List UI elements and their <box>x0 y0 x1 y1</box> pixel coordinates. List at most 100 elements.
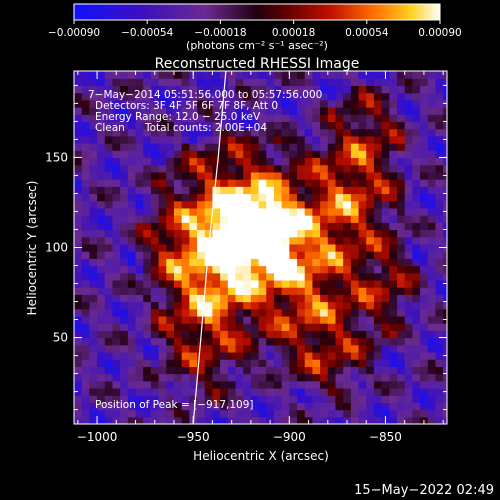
heatmap-cell <box>435 380 444 389</box>
heatmap-cell <box>250 337 260 346</box>
heatmap-cell <box>150 265 160 274</box>
heatmap-cell <box>143 236 152 245</box>
heatmap-cell <box>135 395 144 403</box>
heatmap-cell <box>235 265 244 274</box>
heatmap-cell <box>135 323 144 331</box>
heatmap-cell <box>397 186 406 195</box>
heatmap-cell <box>212 128 221 137</box>
heatmap-cell <box>435 409 444 418</box>
heatmap-cell <box>158 229 167 238</box>
heatmap-cell <box>189 294 198 303</box>
heatmap-cell <box>420 186 429 195</box>
heatmap-cell <box>327 351 337 360</box>
heatmap-cell <box>120 157 129 166</box>
heatmap-cell <box>373 92 383 101</box>
heatmap-cell <box>104 78 114 87</box>
heatmap-cell <box>243 135 252 144</box>
heatmap-cell <box>258 366 267 375</box>
heatmap-cell <box>335 416 344 424</box>
heatmap-cell <box>366 373 375 382</box>
heatmap-cell <box>381 92 390 101</box>
heatmap-cell <box>81 99 90 108</box>
heatmap-cell <box>350 179 360 187</box>
heatmap-cell <box>143 251 152 259</box>
heatmap-cell <box>74 330 83 339</box>
heatmap-cell <box>227 121 237 130</box>
heatmap-cell <box>181 416 190 424</box>
heatmap-cell <box>412 387 421 396</box>
heatmap-cell <box>258 387 267 396</box>
heatmap-cell <box>112 366 121 375</box>
heatmap-cell <box>420 359 429 367</box>
heatmap-cell <box>327 243 337 252</box>
heatmap-cell <box>373 387 383 396</box>
heatmap-cell <box>189 351 198 360</box>
heatmap-cell <box>104 315 114 324</box>
heatmap-cell <box>389 265 398 274</box>
heatmap-cell <box>189 99 198 108</box>
heatmap-cell <box>366 193 375 202</box>
heatmap-cell <box>166 366 175 375</box>
heatmap-cell <box>112 287 121 295</box>
heatmap-cell <box>166 387 175 396</box>
heatmap-cell <box>389 128 398 137</box>
heatmap-cell <box>97 157 106 166</box>
heatmap-cell <box>335 387 344 396</box>
heatmap-cell <box>127 402 137 411</box>
heatmap-cell <box>373 402 383 411</box>
heatmap-cell <box>350 236 360 245</box>
heatmap-cell <box>204 92 214 101</box>
heatmap-cell <box>404 143 413 151</box>
heatmap-cell <box>143 366 152 375</box>
heatmap-cell <box>89 323 98 331</box>
heatmap-cell <box>220 164 229 173</box>
heatmap-cell <box>412 121 421 130</box>
heatmap-cell <box>220 193 229 202</box>
heatmap-cell <box>189 143 198 151</box>
heatmap-cell <box>89 409 98 418</box>
heatmap-cell <box>320 243 329 252</box>
heatmap-cell <box>404 330 413 339</box>
heatmap-cell <box>143 323 152 331</box>
heatmap-cell <box>335 85 344 94</box>
heatmap-cell <box>373 71 383 79</box>
heatmap-cell <box>320 164 329 173</box>
heatmap-cell <box>158 222 167 231</box>
heatmap-cell <box>97 301 106 310</box>
heatmap-cell <box>412 416 421 424</box>
heatmap-cell <box>212 121 221 130</box>
heatmap-cell <box>104 380 114 389</box>
heatmap-cell <box>397 229 406 238</box>
heatmap-cell <box>81 287 90 295</box>
heatmap-cell <box>397 92 406 101</box>
heatmap-cell <box>373 366 383 375</box>
heatmap-cell <box>89 135 98 144</box>
heatmap-cell <box>235 279 244 288</box>
heatmap-cell <box>197 251 206 259</box>
heatmap-cell <box>204 366 214 375</box>
heatmap-cell <box>158 287 167 295</box>
heatmap-cell <box>150 171 160 180</box>
heatmap-cell <box>335 222 344 231</box>
heatmap-cell <box>181 186 190 195</box>
heatmap-cell <box>74 236 83 245</box>
heatmap-cell <box>404 114 413 123</box>
heatmap-cell <box>273 251 283 259</box>
heatmap-cell <box>366 107 375 115</box>
heatmap-cell <box>74 135 83 144</box>
heatmap-cell <box>404 265 413 274</box>
heatmap-cell <box>181 200 190 209</box>
heatmap-cell <box>204 179 214 187</box>
heatmap-cell <box>397 243 406 252</box>
heatmap-cell <box>127 150 137 159</box>
heatmap-cell <box>120 179 129 187</box>
heatmap-cell <box>81 294 90 303</box>
heatmap-cell <box>412 186 421 195</box>
heatmap-cell <box>443 265 447 274</box>
heatmap-cell <box>335 99 344 108</box>
heatmap-cell <box>327 272 337 281</box>
heatmap-cell <box>204 315 214 324</box>
heatmap-cell <box>320 215 329 223</box>
heatmap-cell <box>404 416 413 424</box>
heatmap-cell <box>404 207 413 216</box>
